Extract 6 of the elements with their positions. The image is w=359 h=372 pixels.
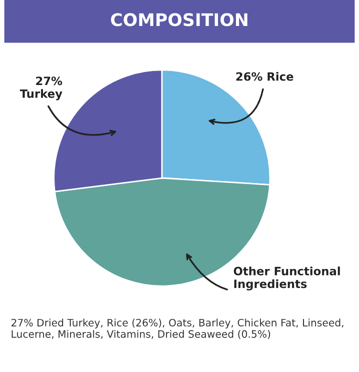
data-label: 27%	[36, 76, 62, 86]
slice-label: Turkey	[20, 89, 62, 100]
chart-title: COMPOSITION	[110, 13, 248, 26]
slice-label: 26% Rice	[236, 72, 294, 81]
text: 27% Dried Turkey, Rice (26%), Oats, Barley, Chicken Fat, Linseed, Lucerne, Minerals, Vitamins, Dried Seaweed (0.5%)	[12, 318, 344, 340]
slice-label: Other Functional Ingredients	[234, 266, 340, 290]
